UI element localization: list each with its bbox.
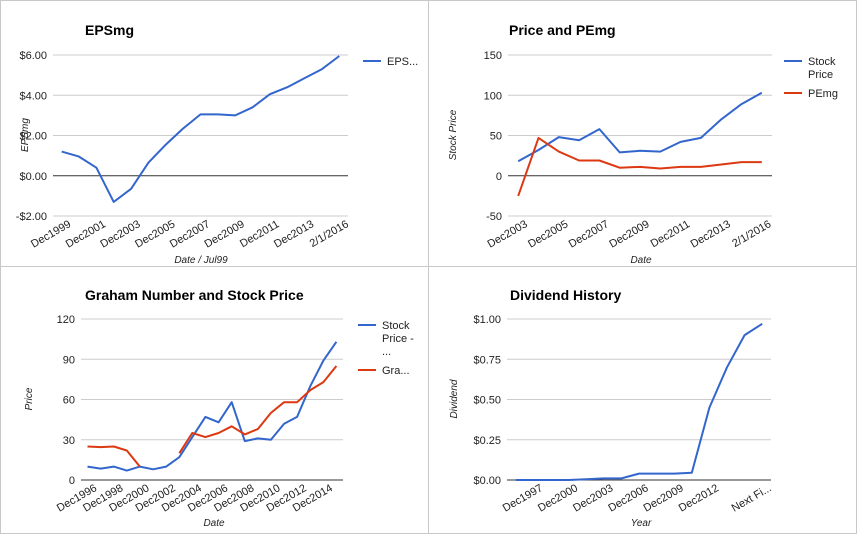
legend-label: Stock (808, 56, 836, 68)
y-axis-label: EPSmg (20, 118, 31, 152)
legend-label: Price - (382, 333, 414, 345)
series-line (515, 322, 763, 481)
dividend-chart-panel: Dividend History $1.00 $0.75 $0.50 $0.25 $0.0… (428, 266, 857, 534)
y-tick-label: $0.50 (473, 395, 501, 407)
series-line (61, 55, 340, 203)
y-tick-label: 0 (496, 171, 502, 183)
y-tick-label: $6.00 (19, 50, 47, 62)
y-tick-label: 150 (484, 50, 502, 62)
x-tick-label: 2/1/2016 (308, 218, 351, 250)
legend-label: ... (382, 346, 391, 358)
price-pe-chart-panel: Price and PEmg 150 100 50 0 -50 Dec2003 Dec2005… (428, 0, 857, 267)
x-axis-label: Date (203, 518, 225, 529)
x-tick-label: Dec2005 (526, 218, 570, 250)
x-axis-label: Date (630, 255, 652, 266)
y-tick-label: -$2.00 (16, 211, 47, 223)
y-tick-label: 0 (69, 475, 75, 487)
chart-title: Graham Number and Stock Price (85, 287, 304, 303)
x-tick-label: 2/1/2016 (730, 218, 773, 250)
y-axis-label: Price (24, 387, 35, 410)
y-tick-label: $4.00 (19, 90, 47, 102)
graham-chart: Graham Number and Stock Price 120 90 60 30 0 D… (24, 287, 414, 529)
legend-label: PEmg (808, 88, 838, 100)
chart-title: EPSmg (85, 22, 134, 38)
series-line (517, 91, 763, 163)
x-tick-label: Next Fi... (730, 482, 774, 514)
y-tick-label: 100 (484, 90, 502, 102)
y-tick-label: 120 (57, 314, 75, 326)
x-axis-label: Date / Jul99 (174, 255, 228, 266)
price-pe-chart: Price and PEmg 150 100 50 0 -50Dec2003Dec2005… (448, 22, 838, 266)
series-line (517, 136, 762, 197)
x-tick-label: Dec2013 (272, 218, 316, 250)
x-axis-label: Year (631, 518, 652, 529)
chart-title: Dividend History (510, 287, 621, 303)
y-tick-label: $0.75 (473, 354, 501, 366)
y-tick-label: $1.00 (473, 314, 501, 326)
graham-chart-panel: Graham Number and Stock Price 120 90 60 30 0 D… (0, 266, 429, 534)
y-tick-label: 30 (63, 435, 75, 447)
legend-label: EPS... (387, 56, 418, 68)
x-tick-label: Dec2011 (649, 218, 692, 250)
y-tick-label: $0.25 (473, 435, 501, 447)
x-tick-label: Dec2009 (203, 218, 247, 250)
x-tick-label: Dec2013 (689, 218, 733, 250)
chart-title: Price and PEmg (509, 22, 616, 38)
legend-label: Stock (382, 320, 410, 332)
y-tick-label: 50 (490, 131, 502, 143)
series-line (87, 445, 141, 468)
y-axis-label: Dividend (449, 379, 460, 418)
x-tick-label: Dec2009 (607, 218, 651, 250)
y-tick-label: $0.00 (19, 171, 47, 183)
y-tick-label: $0.00 (473, 475, 501, 487)
legend-label: Gra... (382, 365, 410, 377)
x-tick-label: Dec2003 (486, 218, 530, 250)
y-axis-label: Stock Price (448, 109, 459, 160)
dividend-chart: Dividend History $1.00 $0.75 $0.50 $0.25 $0.0… (449, 287, 774, 529)
eps-chart-panel: EPSmg $6.00 $4.00 $2.00 $0.00 -$2.00 Dec1999 De… (0, 0, 429, 267)
series-line (178, 365, 338, 454)
y-tick-label: 60 (63, 395, 75, 407)
x-tick-label: Dec2012 (677, 482, 721, 514)
y-tick-label: $2.00 (19, 131, 47, 143)
y-tick-label: -50 (486, 211, 502, 223)
x-tick-label: Dec2007 (567, 218, 611, 250)
y-tick-label: 90 (63, 354, 75, 366)
eps-chart: EPSmg$6.00$4.00$2.00$0.00-$2.00Dec1999De… (16, 22, 418, 266)
legend-label: Price (808, 69, 833, 81)
series-line (87, 341, 338, 472)
